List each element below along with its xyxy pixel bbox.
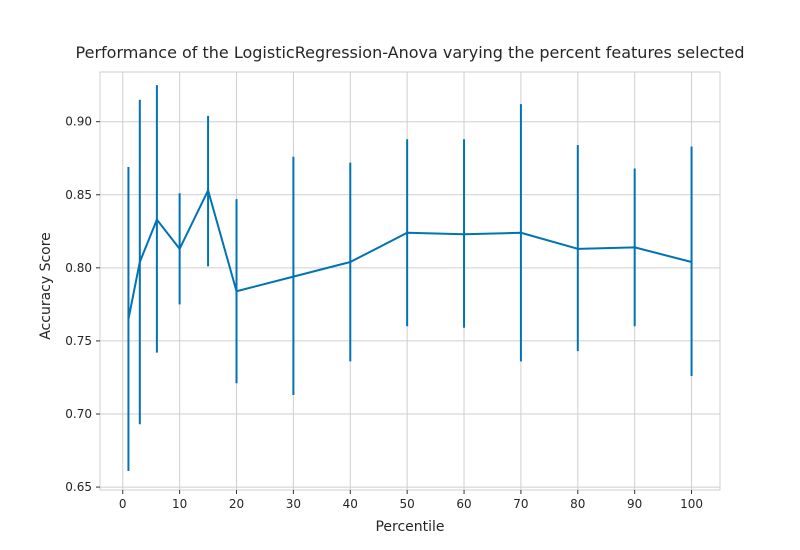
x-tick-label: 90 — [627, 497, 642, 511]
x-tick-label: 10 — [172, 497, 187, 511]
data-point — [576, 247, 579, 250]
y-tick-label: 0.80 — [65, 261, 92, 275]
data-point — [127, 318, 130, 320]
y-tick-label: 0.65 — [65, 480, 92, 494]
x-tick-label: 40 — [343, 497, 358, 511]
tick-layer: 0 10 20 30 40 50 60 70 80 90 100 0.65 0.70 0.75 0.80 0.… — [65, 115, 703, 511]
x-tick-label: 70 — [513, 497, 528, 511]
x-tick-label: 20 — [229, 497, 244, 511]
x-axis-label: Percentile — [375, 519, 444, 535]
data-point — [178, 247, 181, 250]
y-tick-label: 0.90 — [65, 115, 92, 129]
data-point — [155, 218, 158, 221]
data-point — [633, 246, 636, 249]
x-tick-label: 30 — [286, 497, 301, 511]
x-tick-label: 60 — [456, 497, 471, 511]
y-axis-label: Accuracy Score — [38, 232, 54, 340]
data-point — [406, 231, 409, 234]
error-bars — [127, 85, 693, 471]
x-tick-label: 50 — [400, 497, 415, 511]
axes-frame — [99, 71, 721, 491]
chart-title: Performance of the LogisticRegression-An… — [76, 43, 745, 62]
data-point — [349, 261, 352, 263]
data-point — [463, 233, 466, 236]
y-tick-label: 0.75 — [65, 334, 92, 348]
series-lines — [127, 189, 693, 320]
x-tick-label: 80 — [570, 497, 585, 511]
grid-layer — [100, 72, 720, 490]
x-tick-label: 0 — [119, 497, 127, 511]
data-point — [519, 231, 522, 234]
series-line — [127, 189, 693, 320]
data-point — [138, 261, 141, 263]
data-point — [207, 189, 210, 192]
data-point — [235, 290, 238, 293]
data-point — [690, 261, 693, 263]
y-tick-label: 0.85 — [65, 188, 92, 202]
data-point — [292, 275, 295, 278]
x-tick-label: 100 — [680, 497, 703, 511]
y-tick-label: 0.70 — [65, 407, 92, 421]
